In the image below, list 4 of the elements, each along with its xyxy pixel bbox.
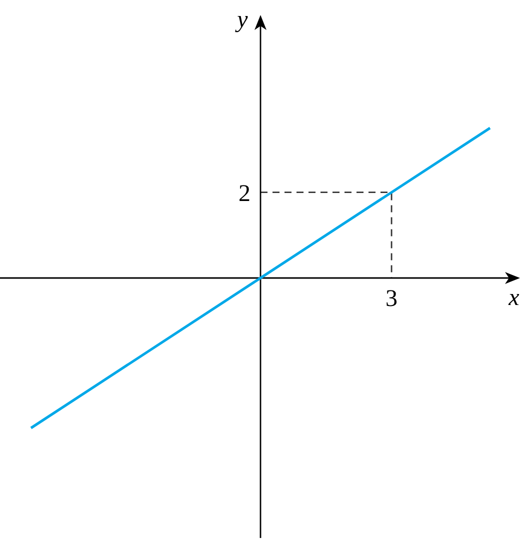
x-axis-title: x [508,285,520,311]
annotation: 2 [238,180,250,207]
y-axis-title: y [235,7,248,33]
annotation: 3 [386,286,398,312]
